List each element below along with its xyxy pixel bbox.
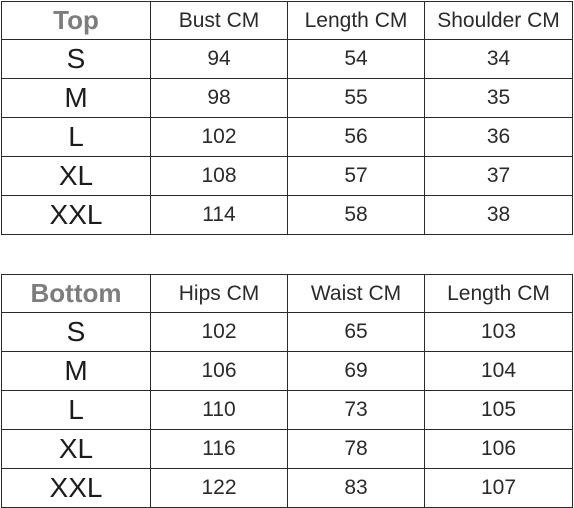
bottom-header-length: Length CM: [424, 274, 573, 313]
table-cell: 103: [424, 312, 573, 352]
table-cell: 94: [150, 39, 288, 79]
table-cell: 116: [150, 429, 288, 469]
top-header-shoulder: Shoulder CM: [424, 1, 573, 40]
size-label: XXL: [1, 195, 151, 235]
table-row: M 106 69 104: [1, 351, 573, 391]
table-row: L 110 73 105: [1, 390, 573, 430]
table-cell: 34: [424, 39, 573, 79]
size-label: S: [1, 39, 151, 79]
table-cell: 114: [150, 195, 288, 235]
top-header-bust: Bust CM: [150, 1, 288, 40]
top-size-table: Top Bust CM Length CM Shoulder CM S 94 5…: [1, 1, 573, 235]
table-cell: 102: [150, 117, 288, 157]
size-label: XXL: [1, 468, 151, 508]
size-label: M: [1, 351, 151, 391]
table-cell: 108: [150, 156, 288, 196]
table-row: XXL 114 58 38: [1, 195, 573, 235]
table-row: S 102 65 103: [1, 312, 573, 352]
table-cell: 54: [287, 39, 425, 79]
bottom-header-hips: Hips CM: [150, 274, 288, 313]
top-header-length: Length CM: [287, 1, 425, 40]
table-cell: 35: [424, 78, 573, 118]
table-cell: 36: [424, 117, 573, 157]
table-cell: 102: [150, 312, 288, 352]
table-cell: 107: [424, 468, 573, 508]
table-cell: 110: [150, 390, 288, 430]
table-cell: 105: [424, 390, 573, 430]
table-cell: 104: [424, 351, 573, 391]
table-cell: 58: [287, 195, 425, 235]
table-cell: 73: [287, 390, 425, 430]
table-cell: 83: [287, 468, 425, 508]
table-row: M 98 55 35: [1, 78, 573, 118]
bottom-header-row: Bottom Hips CM Waist CM Length CM: [1, 274, 573, 313]
table-row: XL 108 57 37: [1, 156, 573, 196]
size-label: XL: [1, 429, 151, 469]
table-cell: 122: [150, 468, 288, 508]
table-cell: 57: [287, 156, 425, 196]
table-cell: 65: [287, 312, 425, 352]
bottom-table-title: Bottom: [1, 274, 151, 313]
bottom-header-waist: Waist CM: [287, 274, 425, 313]
size-label: L: [1, 117, 151, 157]
size-label: XL: [1, 156, 151, 196]
table-cell: 106: [424, 429, 573, 469]
size-label: L: [1, 390, 151, 430]
table-cell: 78: [287, 429, 425, 469]
size-label: M: [1, 78, 151, 118]
table-cell: 37: [424, 156, 573, 196]
table-cell: 106: [150, 351, 288, 391]
table-cell: 55: [287, 78, 425, 118]
size-label: S: [1, 312, 151, 352]
table-cell: 98: [150, 78, 288, 118]
table-row: XL 116 78 106: [1, 429, 573, 469]
top-header-row: Top Bust CM Length CM Shoulder CM: [1, 1, 573, 40]
bottom-size-table: Bottom Hips CM Waist CM Length CM S 102 …: [1, 274, 573, 508]
top-table-title: Top: [1, 1, 151, 40]
table-row: L 102 56 36: [1, 117, 573, 157]
table-cell: 38: [424, 195, 573, 235]
table-row: XXL 122 83 107: [1, 468, 573, 508]
table-cell: 56: [287, 117, 425, 157]
table-cell: 69: [287, 351, 425, 391]
table-row: S 94 54 34: [1, 39, 573, 79]
